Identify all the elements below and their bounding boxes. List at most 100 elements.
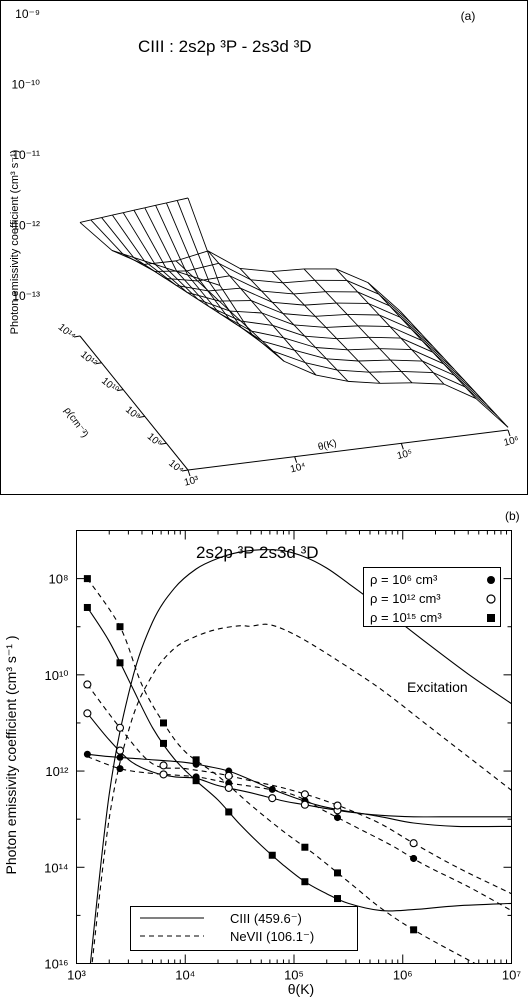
mesh-line bbox=[357, 325, 391, 327]
mesh-line bbox=[337, 369, 370, 373]
mesh-line bbox=[304, 304, 316, 317]
series-line-4 bbox=[86, 607, 512, 912]
series-line-3 bbox=[86, 712, 512, 818]
mesh-line bbox=[229, 275, 262, 292]
x-tick-label: 10⁴ bbox=[175, 968, 195, 983]
mesh-line bbox=[218, 300, 231, 312]
mesh-line bbox=[230, 320, 263, 342]
species-legend-box bbox=[130, 906, 358, 951]
mesh-line bbox=[283, 360, 317, 376]
legend-open-circle-icon bbox=[486, 594, 496, 604]
marker-filled-square bbox=[410, 926, 418, 934]
marker-filled-square bbox=[116, 659, 124, 667]
marker-filled-square bbox=[225, 808, 233, 816]
mesh-line bbox=[411, 349, 423, 362]
species-legend: CIII (459.6⁻) NeVII (106.1⁻) bbox=[130, 906, 358, 951]
mesh-line bbox=[379, 348, 412, 351]
mesh-line bbox=[368, 336, 401, 339]
marker-filled-square bbox=[83, 575, 91, 583]
mesh-line bbox=[432, 372, 445, 385]
mesh-line bbox=[122, 212, 156, 265]
marker-filled-circle bbox=[116, 753, 124, 761]
mesh-line bbox=[368, 303, 401, 318]
y-tick-label: 10¹⁶ bbox=[44, 957, 68, 972]
mesh-line bbox=[443, 363, 476, 393]
mesh-line bbox=[165, 202, 199, 279]
mesh-line bbox=[208, 281, 242, 328]
panel-b-markers bbox=[83, 575, 418, 934]
mesh-line bbox=[186, 270, 198, 282]
density-legend: ρ = 10⁶ cm³ ρ = 10¹² cm³ ρ = 10¹⁵ cm³ bbox=[363, 567, 501, 627]
mesh-line bbox=[112, 212, 124, 216]
mesh-line bbox=[101, 217, 134, 258]
z-tick-label: 10⁻¹³ bbox=[12, 289, 40, 303]
mesh-line bbox=[273, 350, 306, 364]
mesh-line bbox=[379, 314, 412, 330]
mesh-line bbox=[368, 336, 380, 349]
panel-a-axes bbox=[79, 335, 509, 471]
series-line-2 bbox=[87, 753, 512, 828]
mesh-line bbox=[282, 313, 295, 326]
mesh-line bbox=[357, 291, 369, 304]
marker-open-circle bbox=[83, 709, 92, 718]
marker-filled-square bbox=[160, 719, 167, 727]
marker-filled-square bbox=[83, 603, 91, 611]
mesh-line bbox=[369, 370, 402, 373]
mesh-line bbox=[399, 310, 412, 323]
mesh-line bbox=[379, 382, 413, 384]
density-tick bbox=[138, 415, 145, 418]
mesh-line bbox=[389, 326, 402, 339]
legend-nevii: NeVII (106.1⁻) bbox=[230, 929, 314, 944]
mesh-line bbox=[401, 370, 434, 374]
mesh-line bbox=[293, 324, 306, 337]
z-tick-label: 10⁻¹² bbox=[12, 219, 40, 233]
mesh-line bbox=[346, 314, 359, 327]
mesh-line bbox=[123, 209, 135, 214]
mesh-line bbox=[155, 205, 189, 276]
marker-filled-circle bbox=[334, 814, 341, 822]
mesh-line bbox=[293, 324, 327, 328]
mesh-line bbox=[272, 324, 305, 337]
x-tick-label: 10⁶ bbox=[393, 968, 413, 983]
mesh-line bbox=[304, 362, 317, 376]
mesh-line bbox=[347, 348, 380, 351]
mesh-line bbox=[326, 358, 359, 362]
temperature-tick-label: 10⁶ bbox=[503, 434, 520, 448]
mesh-line bbox=[90, 217, 102, 221]
mesh-line bbox=[133, 210, 167, 269]
legend-filled-square-icon bbox=[487, 614, 495, 622]
surface-mesh bbox=[79, 197, 509, 428]
mesh-line bbox=[176, 271, 188, 276]
mesh-line bbox=[251, 300, 284, 315]
mesh-line bbox=[346, 280, 379, 295]
mesh-line bbox=[176, 271, 210, 307]
mesh-line bbox=[303, 268, 316, 281]
mesh-line bbox=[187, 274, 220, 314]
legend-density-1e15: ρ = 10¹⁵ cm³ bbox=[370, 610, 442, 625]
mesh-line bbox=[207, 250, 241, 269]
mesh-line bbox=[197, 280, 209, 292]
mesh-line bbox=[315, 374, 349, 382]
mesh-line bbox=[325, 291, 337, 304]
legend-density-1e6: ρ = 10⁶ cm³ bbox=[370, 572, 438, 587]
marker-filled-square bbox=[334, 895, 341, 903]
mesh-line bbox=[410, 322, 422, 335]
mesh-line bbox=[315, 347, 327, 360]
mesh-line bbox=[325, 325, 359, 328]
mesh-line bbox=[229, 310, 263, 314]
mesh-line bbox=[358, 359, 391, 362]
marker-filled-circle bbox=[83, 750, 91, 758]
density-tick-label: 10⁸ bbox=[123, 404, 142, 422]
series-line-1 bbox=[91, 623, 512, 964]
panel-b-ticks: 10³ 10⁴ 10⁵ 10⁶ 10⁷ 10⁸ 10¹⁰ 10¹² 10¹⁴ 10¹⁶ bbox=[44, 530, 521, 983]
temperature-tick bbox=[187, 469, 191, 477]
marker-filled-square bbox=[334, 869, 341, 877]
marker-filled-square bbox=[116, 623, 124, 631]
mesh-line bbox=[315, 347, 348, 351]
mesh-line bbox=[133, 257, 145, 262]
panel-a-label: (a) bbox=[461, 9, 476, 23]
mesh-line bbox=[176, 285, 209, 292]
mesh-line bbox=[240, 320, 273, 326]
marker-open-circle bbox=[333, 801, 342, 810]
